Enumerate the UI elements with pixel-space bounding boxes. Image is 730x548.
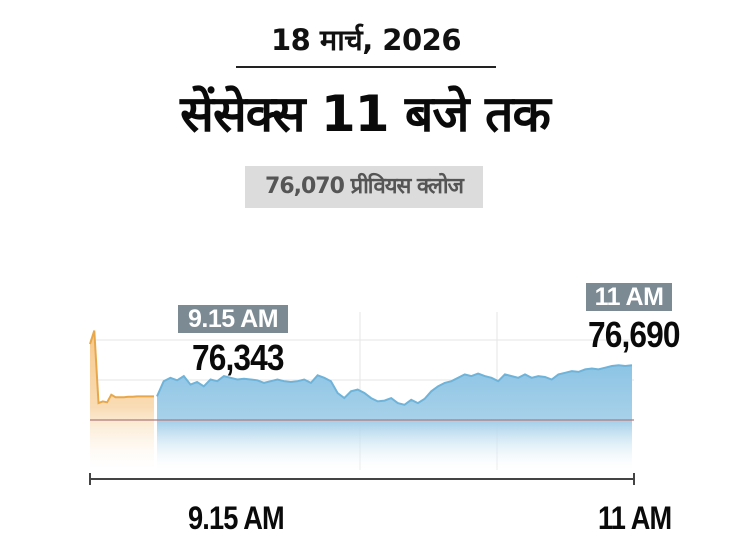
previous-close-badge: 76,070 प्रीवियस क्लोज [245,166,483,208]
chart-date: 18 मार्च, 2026 [270,23,462,57]
session-line [156,364,633,406]
start-value-label: 76,343 [192,337,284,378]
x-axis-label-end: 11 AM [598,500,672,536]
x-axis-label-start: 9.15 AM [188,500,285,536]
end-value-label: 76,690 [588,314,680,355]
end-time-tag: 11 AM [586,283,672,311]
x-axis [89,473,635,485]
preopen-line [89,330,154,405]
session-area [157,365,632,470]
chart-title: सेंसेक्स 11 बजे तक [180,85,551,143]
start-time-tag: 9.15 AM [178,305,288,333]
series-layer [89,330,633,470]
preopen-area [90,330,154,470]
date-underline [236,66,496,68]
